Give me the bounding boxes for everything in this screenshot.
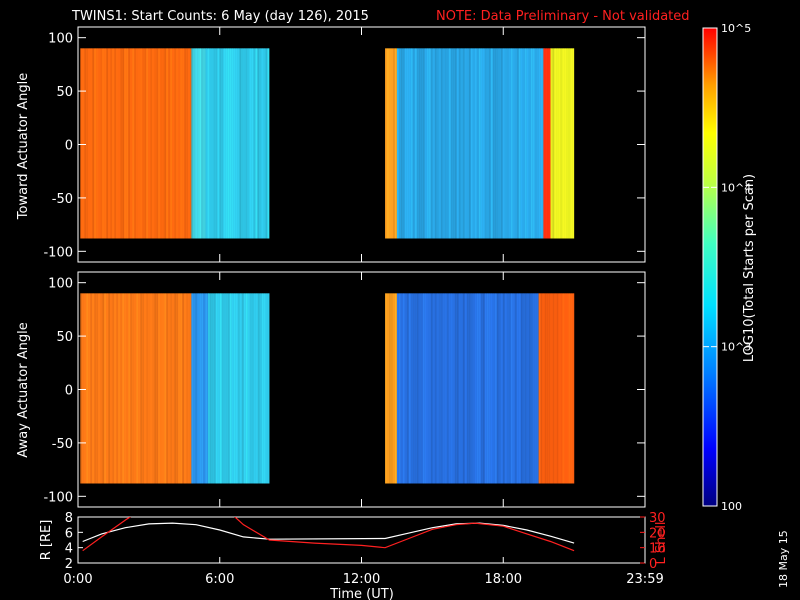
r-tick-label: 4 — [65, 542, 73, 557]
y-tick-label: 100 — [48, 277, 73, 292]
heatmap-block-0 — [80, 48, 270, 239]
heatmap-texture-1-0 — [385, 293, 397, 484]
colorbar-tick-label: 100 — [721, 500, 742, 513]
time-xlabel: Time (UT) — [329, 587, 394, 600]
heatmap-segment-1-0 — [385, 293, 397, 484]
heatmap-texture-0-0 — [80, 293, 192, 484]
y-tick-label: 100 — [48, 32, 73, 47]
y-tick-label: 0 — [65, 384, 73, 399]
heatmap-texture-0-1 — [191, 293, 209, 484]
heatmap-block-0 — [80, 293, 270, 484]
x-tick-label: 12:00 — [343, 572, 380, 587]
colorbar-tick-label: 10^5 — [721, 22, 751, 35]
y-tick-label: -50 — [52, 192, 73, 207]
heatmap-texture-0-0 — [80, 48, 192, 239]
x-tick-label: 0:00 — [63, 572, 92, 587]
lshell-tick-label: 30 — [649, 511, 666, 526]
lshell-tick-label: 20 — [649, 526, 666, 541]
y-tick-label: -100 — [43, 245, 73, 260]
lshell-tick-label: 10 — [649, 542, 666, 557]
chart-title: TWINS1: Start Counts: 6 May (day 126), 2… — [71, 9, 369, 24]
heatmap-texture-0-2 — [205, 48, 270, 239]
colorbar: 10^5 10^4 10^3 100 — [702, 22, 751, 513]
lshell-series-line — [82, 517, 575, 552]
r-ylabel: R [RE] — [39, 520, 54, 561]
x-tick-label: 6:00 — [205, 572, 234, 587]
heatmap-segment-1-0 — [385, 48, 397, 239]
heatmap-texture-1-0 — [385, 48, 397, 239]
toward-actuator-panel: 100 50 0 -50 -100 — [43, 26, 646, 263]
colorbar-tick-label: 10^4 — [721, 181, 751, 194]
colorbar-scale — [702, 27, 718, 507]
y-tick-label: -100 — [43, 490, 73, 505]
y-tick-label: 50 — [56, 330, 73, 345]
r-tick-label: 6 — [65, 526, 73, 541]
lshell-tick-label: 0 — [649, 557, 657, 572]
heatmap-block-1 — [385, 48, 575, 239]
colorbar-tick-label: 10^3 — [721, 341, 751, 354]
y-tick-label: 50 — [56, 85, 73, 100]
x-tick-label: 23:59 — [626, 572, 663, 587]
toward-ylabel: Toward Actuator Angle — [16, 73, 31, 220]
y-tick-label: -50 — [52, 437, 73, 452]
heatmap-texture-1-2 — [538, 293, 575, 484]
heatmap-segment-1-3 — [550, 48, 575, 239]
heatmap-texture-0-2 — [207, 293, 270, 484]
heatmap-texture-1-3 — [550, 48, 575, 239]
r-series-line — [82, 522, 575, 544]
heatmap-texture-1-2 — [543, 48, 552, 239]
colorbar-label: LOG10(Total Starts per Scan) — [742, 174, 757, 362]
r-tick-label: 8 — [65, 511, 73, 526]
heatmap-texture-1-1 — [396, 293, 539, 484]
heatmap-texture-1-1 — [396, 48, 545, 239]
chart-note: NOTE: Data Preliminary - Not validated — [436, 9, 690, 24]
heatmap-block-1 — [385, 293, 575, 484]
away-actuator-panel: 100 50 0 -50 -100 — [43, 271, 646, 508]
date-stamp: 18 May 15 — [777, 530, 790, 588]
lshell-ylabel: L Shell — [654, 521, 669, 564]
r-tick-label: 2 — [65, 557, 73, 572]
y-tick-label: 0 — [65, 139, 73, 154]
away-ylabel: Away Actuator Angle — [16, 322, 31, 457]
x-tick-label: 18:00 — [485, 572, 522, 587]
